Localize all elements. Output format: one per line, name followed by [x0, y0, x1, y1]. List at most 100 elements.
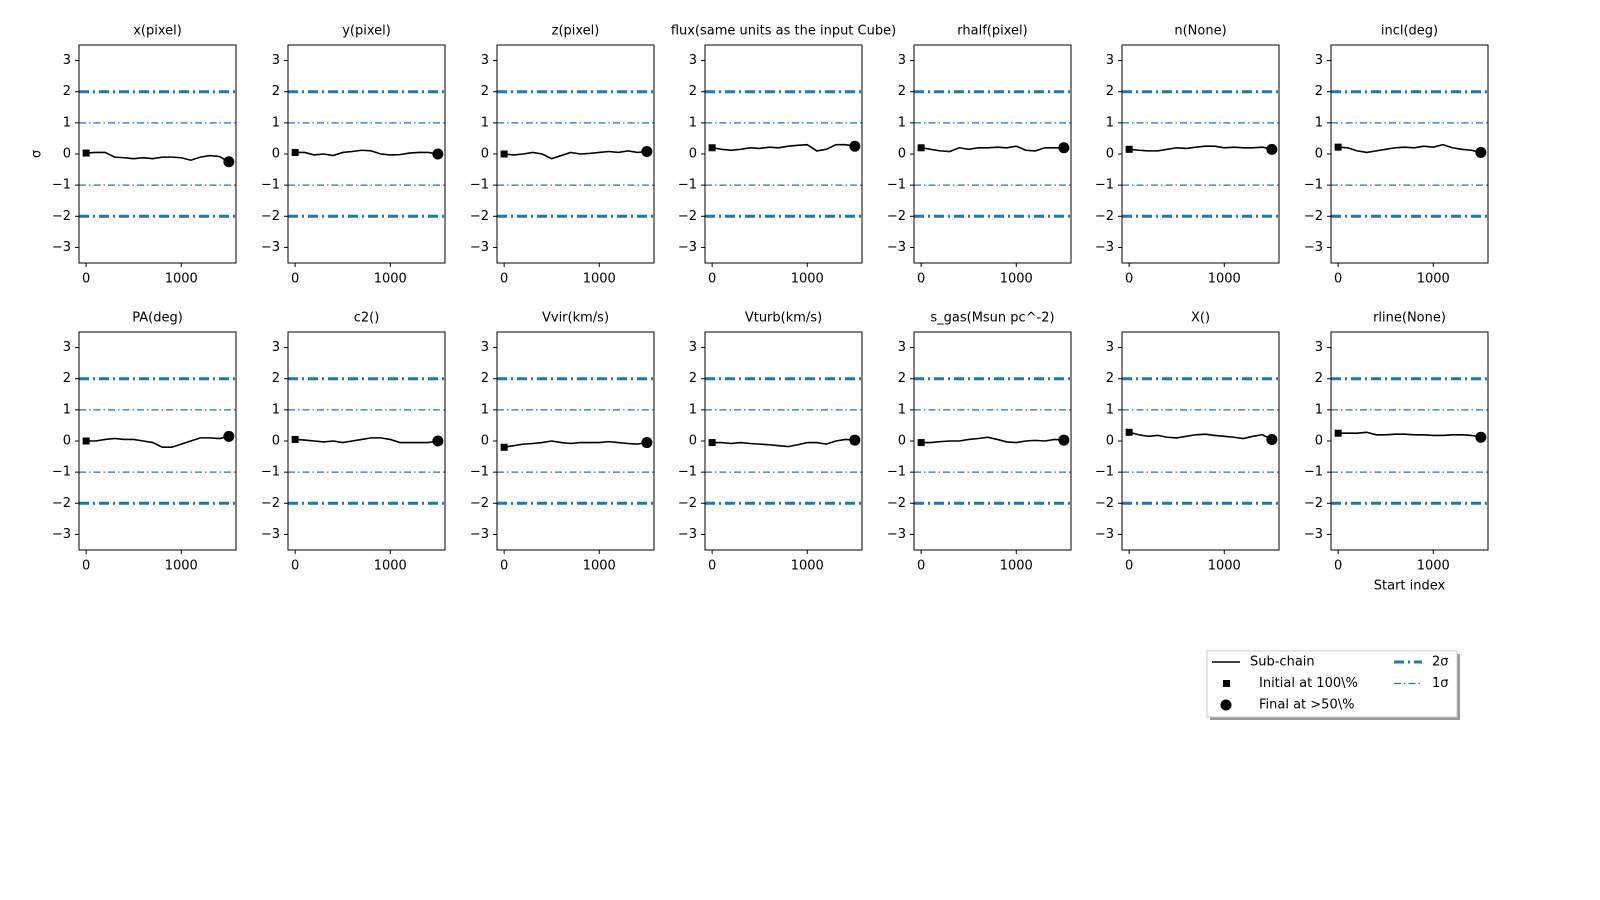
y-tick-label: −2	[1095, 496, 1114, 511]
legend-label: Initial at 100\%	[1259, 676, 1358, 691]
final-marker	[1266, 143, 1278, 155]
y-tick-label: 3	[272, 53, 280, 68]
subplot-title: y(pixel)	[342, 24, 391, 39]
x-tick-label: 0	[917, 272, 925, 287]
y-tick-label: 0	[63, 434, 71, 449]
x-tick-label: 1000	[583, 559, 616, 574]
subplot-title: c2()	[354, 311, 380, 326]
y-tick-label: 1	[63, 115, 71, 130]
y-tick-label: 0	[898, 147, 906, 162]
y-tick-label: 2	[1315, 371, 1323, 386]
x-tick-label: 0	[1334, 272, 1342, 287]
initial-marker	[917, 439, 925, 447]
sub-chain-line	[295, 149, 438, 157]
legend-label: Sub-chain	[1250, 655, 1315, 670]
y-tick-label: 3	[898, 53, 906, 68]
subplot: PA(deg) −3 −2 −1 0 1 2 3 0 1000	[52, 311, 237, 574]
y-tick-label: 2	[1106, 84, 1114, 99]
plot-frame	[287, 331, 446, 551]
plot-frame	[1330, 44, 1489, 264]
x-tick-label: 1000	[791, 272, 824, 287]
x-tick-label: 0	[82, 559, 90, 574]
initial-marker	[708, 144, 716, 152]
legend: Sub-chain Initial at 100\% Final at >50\% 2…	[1206, 650, 1460, 720]
initial-marker	[1125, 145, 1133, 153]
y-tick-label: 1	[898, 402, 906, 417]
y-tick-label: −1	[1095, 465, 1114, 480]
y-tick-label: 2	[63, 84, 71, 99]
final-marker	[849, 434, 861, 446]
y-tick-label: 0	[63, 147, 71, 162]
x-tick-label: 1000	[583, 272, 616, 287]
sub-chain-line	[1128, 431, 1273, 441]
initial-marker	[1334, 429, 1342, 437]
subplot: n(None) −3 −2 −1 0 1 2 3 0 1000	[1095, 24, 1280, 287]
y-tick-label: 1	[689, 402, 697, 417]
y-tick-label: 2	[63, 371, 71, 386]
final-marker	[432, 435, 444, 447]
y-tick-label: 3	[1315, 53, 1323, 68]
subplot-title: z(pixel)	[552, 24, 600, 39]
y-tick-label: 3	[689, 53, 697, 68]
y-tick-label: −1	[678, 178, 697, 193]
y-tick-label: −2	[887, 209, 906, 224]
y-tick-label: 2	[481, 84, 489, 99]
sub-chain-line	[1129, 145, 1273, 152]
y-tick-label: 3	[898, 340, 906, 355]
y-tick-label: 0	[689, 434, 697, 449]
x-tick-label: 1000	[1000, 559, 1033, 574]
subplot-title: s_gas(Msun pc^-2)	[930, 311, 1054, 326]
sub-chain-line	[295, 437, 438, 444]
legend-swatch	[1223, 680, 1230, 687]
y-tick-label: −3	[1304, 527, 1323, 542]
subplot: y(pixel) −3 −2 −1 0 1 2 3 0 1000	[261, 24, 446, 287]
y-tick-label: −1	[261, 465, 280, 480]
x-tick-label: 0	[1334, 559, 1342, 574]
final-marker	[1475, 431, 1487, 443]
x-axis-label: Start index	[1374, 579, 1446, 594]
legend-label: 2σ	[1432, 655, 1449, 670]
x-tick-label: 0	[500, 272, 508, 287]
x-tick-label: 0	[82, 272, 90, 287]
y-tick-label: −2	[678, 209, 697, 224]
initial-marker	[82, 149, 90, 157]
subplot-title: incl(deg)	[1381, 24, 1438, 39]
y-tick-label: −3	[261, 527, 280, 542]
y-tick-label: 3	[481, 340, 489, 355]
x-tick-label: 0	[291, 559, 299, 574]
y-tick-label: 2	[272, 84, 280, 99]
subplot: X() −3 −2 −1 0 1 2 3 0 1000	[1095, 311, 1280, 574]
subplot: Vvir(km/s) −3 −2 −1 0 1 2 3 0 1000	[470, 311, 655, 574]
final-marker	[641, 146, 653, 158]
sub-chain-line	[1338, 143, 1482, 154]
sub-chain-line	[712, 438, 855, 448]
y-tick-label: −3	[678, 527, 697, 542]
subplot: flux(same units as the input Cube) −3 −2 −1…	[671, 24, 896, 287]
sub-chain-line	[921, 145, 1064, 153]
y-tick-label: 3	[481, 53, 489, 68]
plot-frame	[1330, 331, 1489, 551]
y-tick-label: −2	[52, 209, 71, 224]
subplot-title: n(None)	[1174, 24, 1226, 39]
plot-frame	[287, 44, 446, 264]
y-tick-label: 0	[898, 434, 906, 449]
y-tick-label: −1	[52, 465, 71, 480]
y-tick-label: 1	[481, 402, 489, 417]
y-tick-label: 1	[1106, 115, 1114, 130]
y-tick-label: −2	[887, 496, 906, 511]
final-marker	[849, 140, 861, 152]
final-marker	[1475, 146, 1487, 158]
y-tick-label: 1	[272, 115, 280, 130]
x-tick-label: 0	[1125, 272, 1133, 287]
x-tick-label: 1000	[165, 559, 198, 574]
x-tick-label: 0	[917, 559, 925, 574]
subplot: rline(None) −3 −2 −1 0 1 2 3 0 1000 Start index	[1304, 311, 1489, 594]
x-tick-label: 1000	[1000, 272, 1033, 287]
y-tick-label: −3	[887, 240, 906, 255]
subplot-title: x(pixel)	[133, 24, 182, 39]
y-tick-label: 3	[63, 53, 71, 68]
y-tick-label: 0	[272, 147, 280, 162]
plot-frame	[78, 331, 237, 551]
